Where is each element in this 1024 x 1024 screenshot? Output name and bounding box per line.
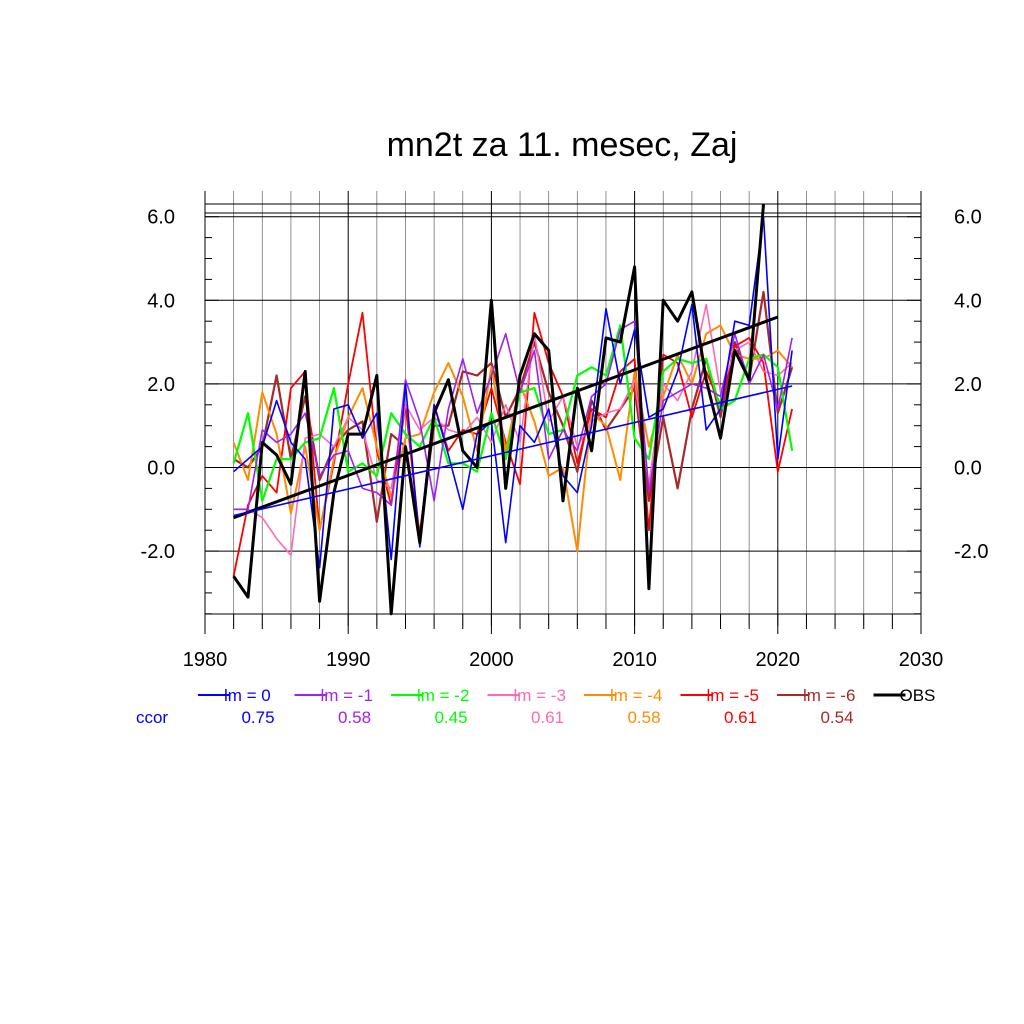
x-tick-label: 1990	[326, 649, 371, 671]
series-line-obs	[232, 204, 765, 616]
legend-entry-name: lm = -1	[321, 686, 373, 705]
legend-entry-name: lm = -6	[803, 686, 855, 705]
y-tick-label-left: 0.0	[147, 458, 175, 480]
series-line-lm-5	[232, 311, 793, 577]
ccor-value: 0.54	[820, 708, 853, 727]
series-line-lm-0	[233, 215, 793, 569]
y-tick-label-left: 4.0	[147, 290, 175, 312]
ccor-value: 0.58	[338, 708, 371, 727]
trend-lines	[233, 315, 793, 520]
series-line-lm-6	[233, 290, 794, 536]
lm0-trend-line	[233, 385, 793, 517]
grid-lines	[205, 191, 921, 626]
y-tick-label-left: 2.0	[147, 374, 175, 396]
obs-trend-line	[233, 315, 779, 520]
legend-entry-name: lm = -4	[610, 686, 662, 705]
ccor-value: 0.61	[531, 708, 564, 727]
ccor-value: 0.58	[627, 708, 660, 727]
ccor-value: 0.75	[241, 708, 274, 727]
legend: ccor lm = 0 0.75 lm = -1 0.58 lm = -2 0.45 lm …	[136, 686, 935, 727]
x-tick-label: 2000	[469, 649, 514, 671]
x-tick-label: 2030	[899, 649, 944, 671]
y-tick-label-right: 4.0	[954, 290, 982, 312]
x-tick-label: 2010	[612, 649, 657, 671]
ccor-label: ccor	[136, 708, 168, 727]
y-tick-label-right: 2.0	[954, 374, 982, 396]
y-tick-label-left: -2.0	[141, 541, 175, 563]
legend-entry-name: lm = -5	[707, 686, 759, 705]
chart-title: mn2t za 11. mesec, Zaj	[387, 126, 738, 164]
y-tick-label-right: 6.0	[954, 207, 982, 229]
legend-entry-name: OBS	[900, 686, 936, 705]
x-tick-label: 1980	[183, 649, 228, 671]
ccor-value: 0.45	[434, 708, 467, 727]
plot-frame	[204, 191, 922, 626]
legend-entry-name: lm = -2	[417, 686, 469, 705]
series-line-lm-1	[233, 320, 793, 511]
y-tick-label-left: 6.0	[147, 207, 175, 229]
y-tick-label-right: 0.0	[954, 458, 982, 480]
legend-entry-name: lm = 0	[224, 686, 271, 705]
axis-ticks: -2.0 -2.0 0.0 0.0 2.0 2.0 4.0 4.0 6.0 6.0 1980 1990…	[141, 207, 989, 671]
legend-entry-name: lm = -3	[514, 686, 566, 705]
x-tick-label: 2020	[756, 649, 801, 671]
series-lines	[232, 204, 794, 616]
y-tick-label-right: -2.0	[954, 541, 988, 563]
ccor-value: 0.61	[724, 708, 757, 727]
